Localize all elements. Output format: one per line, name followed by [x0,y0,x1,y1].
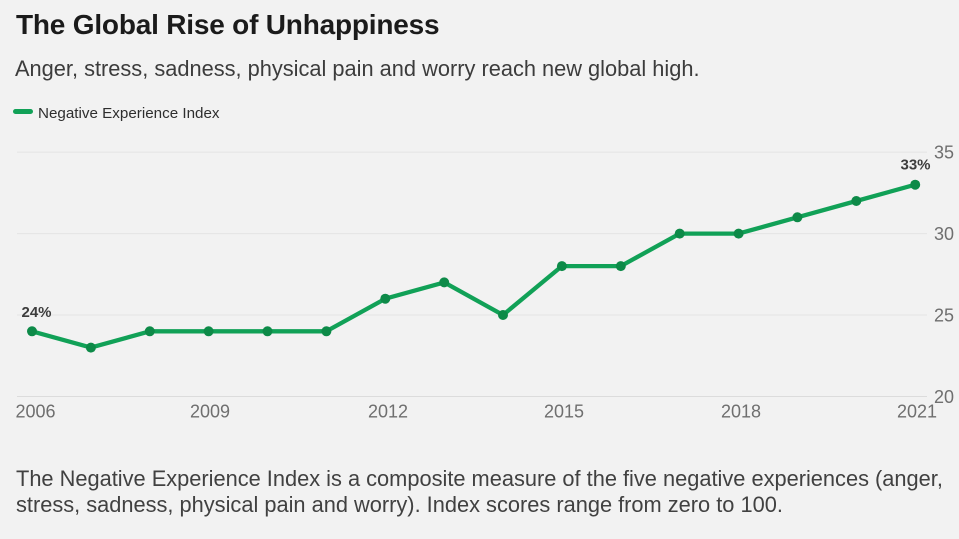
svg-text:20: 20 [934,387,954,407]
svg-text:2009: 2009 [190,402,230,422]
svg-text:33%: 33% [901,157,931,174]
svg-text:25: 25 [934,305,954,325]
svg-text:2012: 2012 [368,402,408,422]
svg-text:30: 30 [934,224,954,244]
svg-text:2021: 2021 [897,402,937,422]
svg-text:2018: 2018 [721,402,761,422]
svg-text:2006: 2006 [15,402,55,422]
svg-text:35: 35 [934,143,954,163]
svg-text:24%: 24% [22,304,52,321]
svg-text:2015: 2015 [544,402,584,422]
